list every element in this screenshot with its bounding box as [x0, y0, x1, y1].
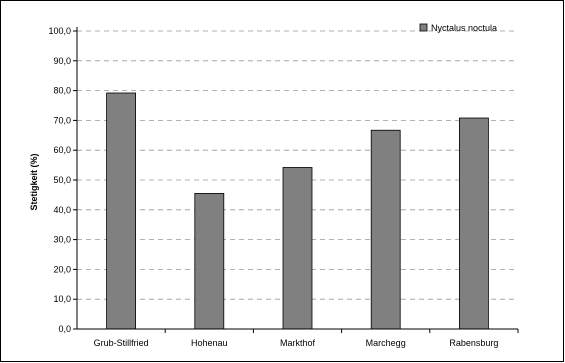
y-axis-label: Stetigkeit (%) — [29, 153, 39, 210]
x-tick-labels: Grub-Stillfried Hohenau Markthof Marchegg Ra… — [94, 338, 499, 348]
y-tick-label: 20,0 — [53, 264, 71, 274]
y-tick-label: 100,0 — [48, 26, 71, 36]
y-tick-label: 30,0 — [53, 235, 71, 245]
axes — [73, 27, 519, 333]
y-tick-label: 50,0 — [53, 175, 71, 185]
x-tick-label: Hohenau — [191, 338, 228, 348]
y-tick-label: 80,0 — [53, 86, 71, 96]
y-tick-label: 0,0 — [58, 324, 71, 334]
bar-markthof — [282, 167, 313, 330]
y-tick-label: 10,0 — [53, 294, 71, 304]
legend-swatch — [419, 23, 428, 32]
y-tick-label: 60,0 — [53, 145, 71, 155]
x-tick-label: Rabensburg — [449, 338, 498, 348]
bar-marchegg — [370, 129, 401, 330]
bar-rabensburg — [458, 117, 489, 330]
x-tick-label: Marchegg — [366, 338, 406, 348]
legend-label: Nyctalus noctula — [431, 23, 497, 33]
y-tick-label: 40,0 — [53, 205, 71, 215]
bars — [106, 92, 489, 330]
y-tick-labels: 0,0 10,0 20,0 30,0 40,0 50,0 60,0 70,0 80,0 90,0 1… — [48, 26, 71, 334]
legend: Nyctalus noctula — [419, 23, 497, 33]
x-tick-label: Grub-Stillfried — [94, 338, 149, 348]
x-tick-label: Markthof — [280, 338, 316, 348]
bar-grub-stillfried — [106, 92, 136, 330]
y-tick-label: 70,0 — [53, 115, 71, 125]
bar-hohenau — [194, 193, 225, 330]
y-tick-label: 90,0 — [53, 56, 71, 66]
